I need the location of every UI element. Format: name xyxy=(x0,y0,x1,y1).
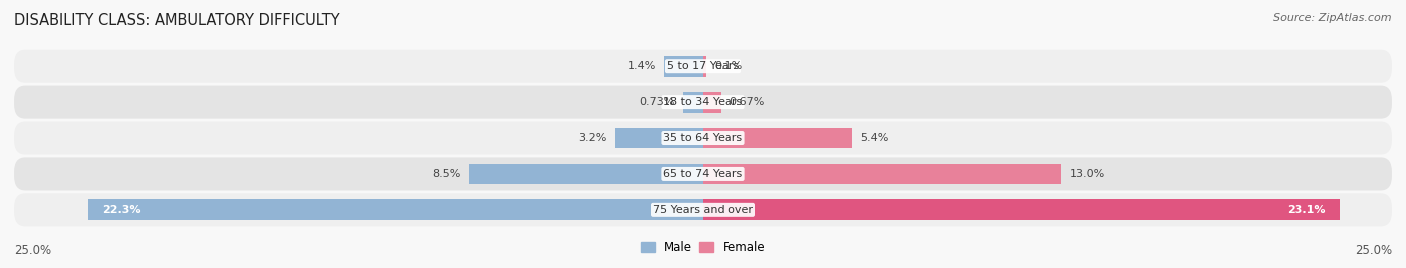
Bar xyxy=(89,199,703,220)
Bar xyxy=(703,163,1062,184)
Text: 35 to 64 Years: 35 to 64 Years xyxy=(664,133,742,143)
FancyBboxPatch shape xyxy=(14,50,1392,83)
Text: 75 Years and over: 75 Years and over xyxy=(652,205,754,215)
Bar xyxy=(703,92,721,113)
Text: Source: ZipAtlas.com: Source: ZipAtlas.com xyxy=(1274,13,1392,23)
FancyBboxPatch shape xyxy=(14,121,1392,155)
Bar xyxy=(683,92,703,113)
Text: 65 to 74 Years: 65 to 74 Years xyxy=(664,169,742,179)
Legend: Male, Female: Male, Female xyxy=(641,241,765,254)
Bar xyxy=(703,56,706,77)
Text: 18 to 34 Years: 18 to 34 Years xyxy=(664,97,742,107)
Text: 22.3%: 22.3% xyxy=(103,205,141,215)
Text: 0.1%: 0.1% xyxy=(714,61,742,71)
Text: DISABILITY CLASS: AMBULATORY DIFFICULTY: DISABILITY CLASS: AMBULATORY DIFFICULTY xyxy=(14,13,340,28)
Text: 13.0%: 13.0% xyxy=(1070,169,1105,179)
Text: 5.4%: 5.4% xyxy=(860,133,889,143)
Text: 0.73%: 0.73% xyxy=(640,97,675,107)
Bar xyxy=(703,128,852,148)
Text: 3.2%: 3.2% xyxy=(578,133,606,143)
Bar xyxy=(665,56,703,77)
Text: 1.4%: 1.4% xyxy=(627,61,657,71)
FancyBboxPatch shape xyxy=(14,85,1392,119)
Bar xyxy=(614,128,703,148)
Text: 5 to 17 Years: 5 to 17 Years xyxy=(666,61,740,71)
Text: 8.5%: 8.5% xyxy=(432,169,461,179)
Text: 23.1%: 23.1% xyxy=(1288,205,1326,215)
Text: 0.67%: 0.67% xyxy=(730,97,765,107)
Text: 25.0%: 25.0% xyxy=(14,244,51,257)
Text: 25.0%: 25.0% xyxy=(1355,244,1392,257)
Bar xyxy=(468,163,703,184)
Bar xyxy=(703,199,1340,220)
FancyBboxPatch shape xyxy=(14,157,1392,191)
FancyBboxPatch shape xyxy=(14,193,1392,226)
